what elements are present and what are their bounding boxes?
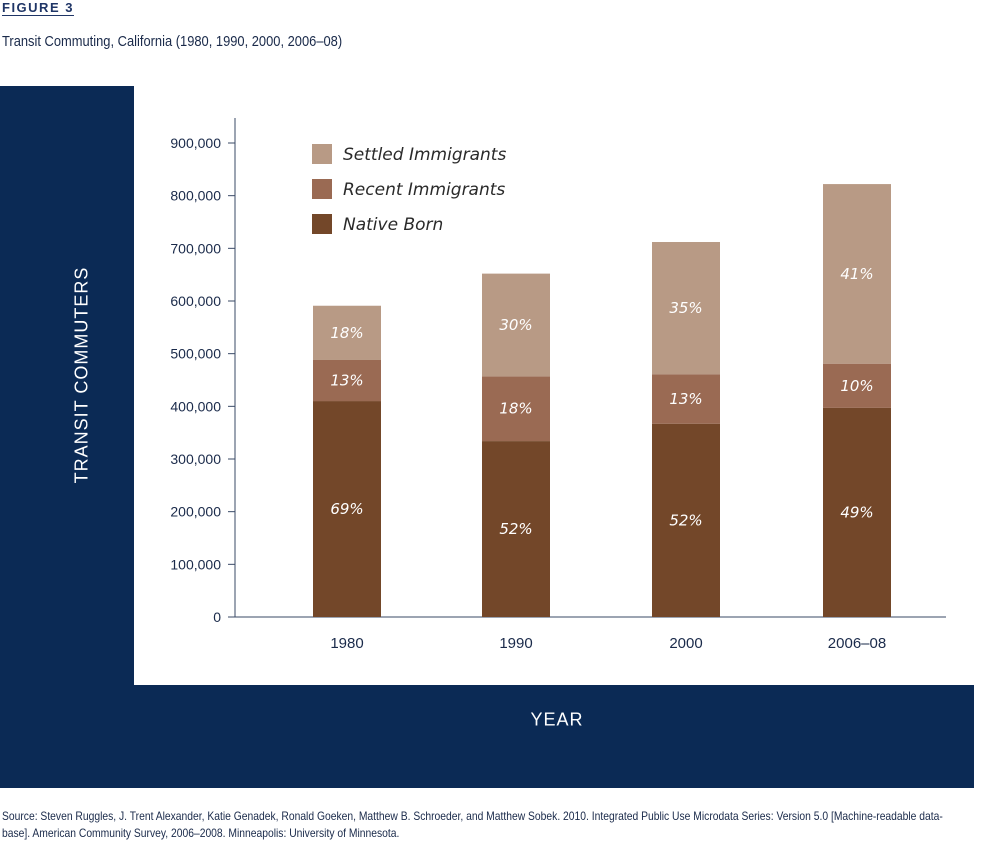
chart-title: Transit Commuting, California (1980, 199…	[2, 33, 343, 50]
bar-data-label: 18%	[499, 400, 532, 418]
bar-data-label: 35%	[669, 299, 702, 317]
bar-segment	[652, 423, 720, 617]
bar-data-label: 49%	[840, 503, 873, 521]
bar-segment	[313, 401, 381, 617]
y-tick-label: 400,000	[170, 398, 221, 414]
y-tick-label: 900,000	[170, 135, 221, 151]
y-tick-label: 300,000	[170, 451, 221, 467]
bar-segment	[313, 359, 381, 402]
y-tick-label: 800,000	[170, 188, 221, 204]
bar-data-label: 69%	[330, 500, 363, 518]
y-tick-label: 0	[213, 609, 221, 625]
y-tick-label: 600,000	[170, 293, 221, 309]
bar-segment	[482, 376, 550, 442]
legend-label: Settled Immigrants	[343, 145, 506, 165]
bar-data-label: 41%	[840, 265, 873, 283]
bar-segment	[482, 441, 550, 617]
bar-data-label: 52%	[499, 520, 532, 538]
legend-swatch	[312, 144, 332, 164]
bar-data-label: 10%	[840, 377, 873, 395]
y-tick-label: 700,000	[170, 240, 221, 256]
bar-data-label: 30%	[499, 316, 532, 334]
bar-segment	[482, 273, 550, 377]
bar-segment	[823, 363, 891, 408]
bar-segment	[823, 407, 891, 617]
x-axis-title: YEAR	[530, 709, 584, 730]
y-tick-label: 100,000	[170, 556, 221, 572]
x-tick-label: 2006–08	[828, 635, 886, 652]
legend-swatch	[312, 179, 332, 199]
bar-segment	[652, 374, 720, 424]
bar-data-label: 18%	[330, 324, 363, 342]
bar-data-label: 13%	[330, 372, 363, 390]
bar-data-label: 52%	[669, 511, 702, 529]
source-note: Source: Steven Ruggles, J. Trent Alexand…	[2, 809, 943, 840]
bar-segment	[823, 184, 891, 364]
figure-label: FIGURE 3	[2, 0, 74, 15]
x-tick-label: 1990	[499, 635, 532, 652]
legend-swatch	[312, 214, 332, 234]
x-tick-label: 1980	[330, 635, 363, 652]
legend-label: Recent Immigrants	[343, 180, 505, 200]
bar-segment	[313, 305, 381, 360]
bar-segment	[652, 242, 720, 375]
y-tick-label: 500,000	[170, 346, 221, 362]
y-tick-label: 200,000	[170, 504, 221, 520]
x-tick-label: 2000	[669, 635, 702, 652]
legend-label: Native Born	[343, 215, 443, 235]
bar-data-label: 13%	[669, 390, 702, 408]
